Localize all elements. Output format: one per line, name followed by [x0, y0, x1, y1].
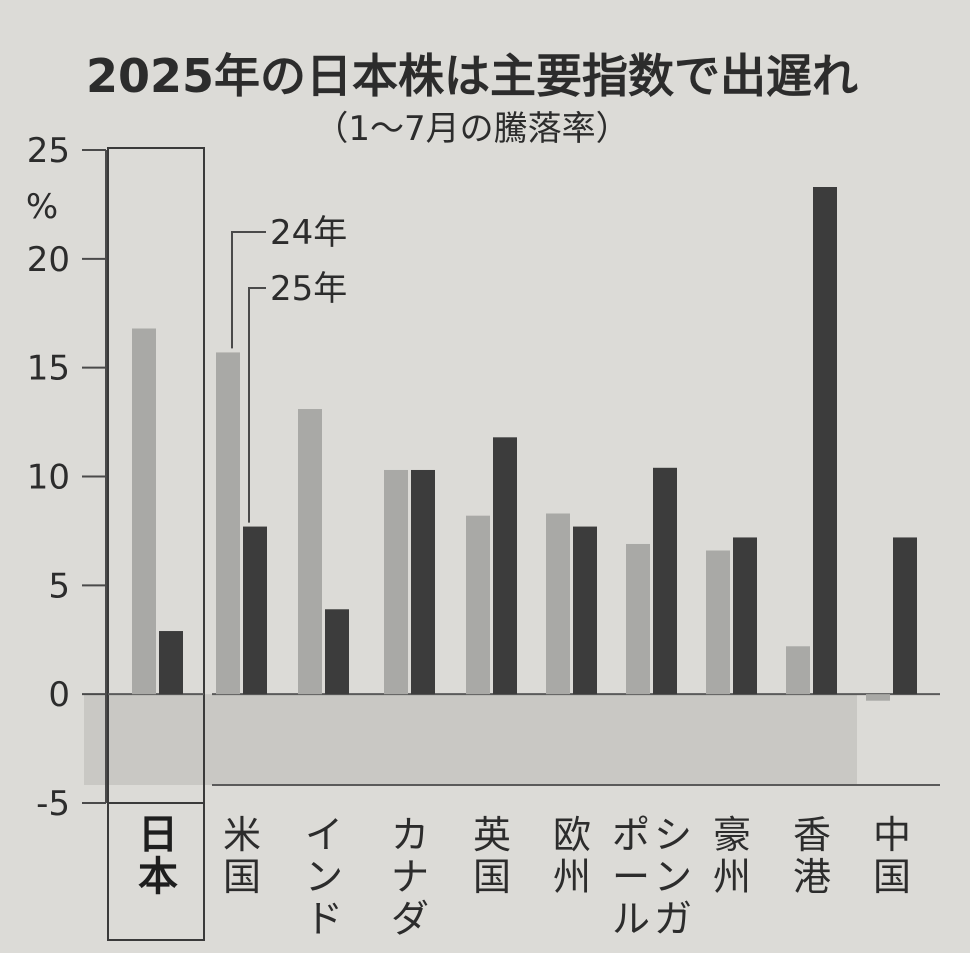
category-char: ポ: [612, 813, 650, 857]
category-char: 国: [873, 855, 911, 899]
legend-label-25: 25年: [270, 269, 347, 309]
chart-subtitle: （1～7月の騰落率）: [314, 109, 629, 149]
bar-25-2: [325, 609, 349, 695]
bar-24-1: [216, 352, 240, 695]
category-char: 港: [793, 855, 831, 899]
category-char: ダ: [391, 897, 429, 941]
negative-area-band: [84, 694, 857, 785]
category-char: 国: [223, 855, 261, 899]
bar-24-8: [786, 646, 810, 695]
bar-25-9: [893, 537, 917, 695]
bar-25-6: [653, 467, 677, 695]
y-tick-label: 20: [27, 240, 70, 280]
bar-24-6: [626, 543, 650, 695]
category-char: ー: [612, 855, 650, 899]
category-char: 州: [553, 855, 591, 899]
category-char: 欧: [553, 813, 591, 857]
legend-label-24: 24年: [270, 213, 347, 253]
bar-25-0: [159, 631, 183, 695]
chart-title: 2025年の日本株は主要指数で出遅れ: [86, 49, 858, 103]
y-tick-label: 0: [48, 675, 70, 715]
bar-25-8: [813, 187, 837, 695]
category-label-7: 豪州: [713, 813, 751, 899]
legend-leader-25: [248, 287, 266, 523]
category-char: 州: [713, 855, 751, 899]
category-char: 英: [473, 813, 511, 857]
category-char: 豪: [713, 813, 751, 857]
bar-24-7: [706, 550, 730, 695]
bar-25-3: [411, 469, 435, 695]
bar-25-4: [493, 437, 517, 695]
category-char: ナ: [391, 855, 429, 899]
bar-24-4: [466, 515, 490, 695]
y-tick-label: -5: [36, 784, 70, 824]
y-tick-label: 5: [48, 566, 70, 606]
category-char: 中: [873, 813, 911, 857]
category-char: ン: [654, 855, 692, 899]
category-char: 本: [138, 854, 178, 900]
highlight-frame-japan: [107, 147, 205, 941]
y-tick-label: 15: [27, 349, 70, 389]
category-char: ン: [305, 855, 343, 899]
category-label-9: 中国: [873, 813, 911, 899]
bar-24-2: [298, 409, 322, 695]
bar-25-5: [573, 526, 597, 695]
category-label-2: インド: [305, 813, 343, 941]
bar-24-0: [132, 328, 156, 695]
category-label-8: 香港: [793, 813, 831, 899]
category-label-3: カナダ: [391, 813, 429, 941]
y-tick-label: 10: [27, 458, 70, 498]
category-char: ド: [305, 897, 343, 941]
category-char: シ: [654, 813, 692, 857]
category-label-1: 米国: [223, 813, 261, 899]
category-char: イ: [305, 813, 343, 857]
category-char: ル: [612, 897, 650, 941]
category-label-5: 欧州: [553, 813, 591, 899]
category-char: カ: [391, 813, 429, 857]
bar-25-1: [243, 526, 267, 695]
category-char: 国: [473, 855, 511, 899]
category-char: 日: [138, 812, 178, 858]
category-label-0: 日本: [138, 812, 178, 900]
legend-leader-24: [231, 231, 266, 349]
bar-24-3: [384, 469, 408, 695]
bar-24-5: [546, 513, 570, 695]
category-char: 香: [793, 813, 831, 857]
bar-25-7: [733, 537, 757, 695]
category-char: ガ: [654, 897, 692, 941]
bar-24-9: [866, 694, 890, 701]
y-tick-label: 25: [27, 131, 70, 171]
category-label-4: 英国: [473, 813, 511, 899]
y-axis-unit: %: [26, 187, 58, 227]
category-char: 米: [223, 813, 261, 857]
